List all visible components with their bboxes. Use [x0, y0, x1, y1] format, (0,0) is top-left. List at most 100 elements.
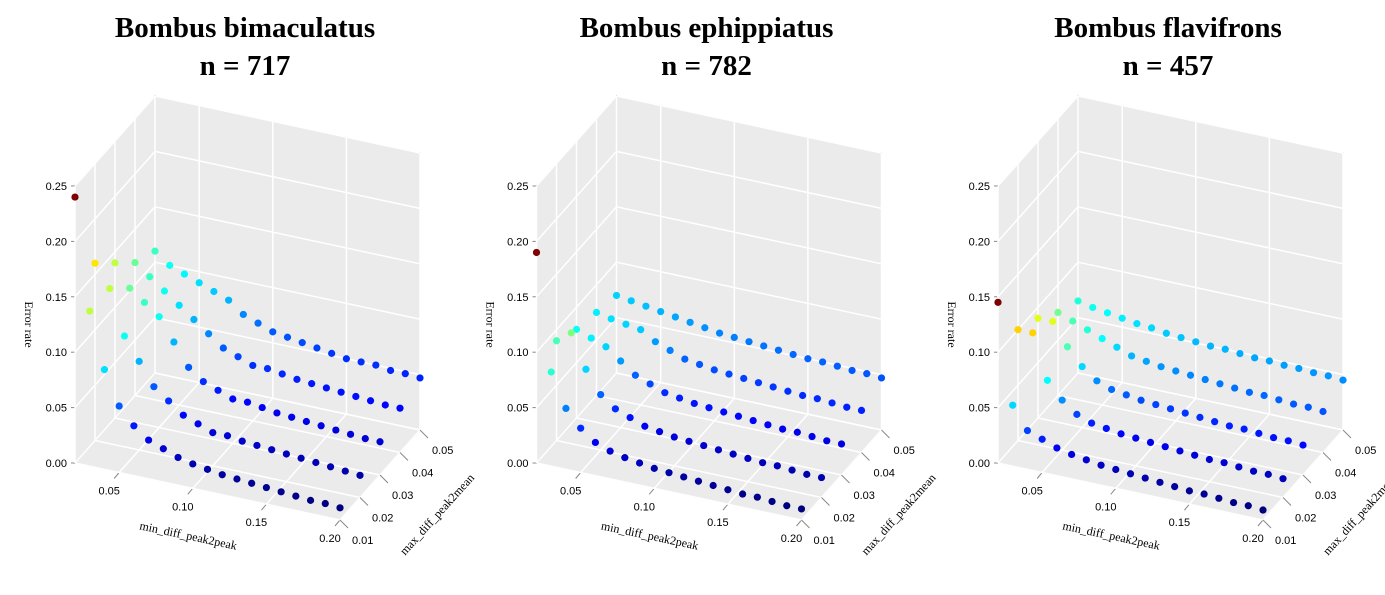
y-tick-label: 0.05	[432, 445, 453, 457]
data-point	[381, 401, 389, 409]
tick-mark	[1110, 488, 1117, 495]
x-tick-label: 0.20	[781, 533, 802, 545]
grid-line	[576, 417, 842, 476]
y-tick-label: 0.04	[412, 468, 433, 480]
data-point	[627, 297, 635, 305]
data-point	[233, 475, 241, 483]
data-point	[582, 365, 590, 373]
data-point	[547, 368, 555, 376]
data-point	[779, 425, 787, 433]
panel: Bombus ephippiatus n = 782 0.00 0.05 0.10 0.1…	[484, 12, 939, 558]
data-point	[180, 270, 189, 278]
data-point	[681, 355, 689, 363]
data-point	[657, 307, 665, 316]
data-point	[1244, 502, 1252, 510]
data-point	[760, 342, 768, 350]
data-point	[572, 325, 581, 333]
data-point	[1162, 329, 1170, 337]
data-point	[179, 411, 187, 419]
data-point	[1152, 400, 1160, 409]
data-point	[218, 471, 226, 479]
data-point	[190, 315, 198, 324]
data-point	[346, 430, 355, 438]
grid-line	[536, 462, 802, 521]
y-tick-label: 0.02	[372, 513, 393, 525]
data-point	[1216, 380, 1224, 388]
tick-mark	[821, 497, 830, 506]
data-point	[819, 358, 827, 366]
z-tick-label: 0.10	[969, 347, 990, 359]
data-point	[115, 402, 123, 410]
y-tick-label: 0.03	[1315, 490, 1336, 502]
chart-title: Bombus flavifrons	[1054, 12, 1281, 44]
y-tick-label: 0.05	[1355, 445, 1376, 457]
data-point	[341, 467, 349, 475]
data-point	[622, 320, 630, 328]
data-point	[724, 486, 732, 494]
data-point	[166, 261, 174, 269]
data-point	[298, 339, 306, 347]
y-tick-label: 0.05	[894, 445, 915, 457]
data-point	[734, 412, 743, 420]
tick-mark	[1302, 474, 1312, 484]
data-point	[229, 395, 237, 403]
data-point	[174, 453, 182, 462]
data-point	[1206, 342, 1215, 350]
data-point	[1034, 314, 1042, 322]
data-point	[1014, 326, 1022, 334]
data-point	[1103, 309, 1112, 317]
data-point	[1156, 478, 1164, 486]
x-tick-label: 0.10	[172, 501, 193, 513]
back-wall	[1077, 95, 1344, 431]
data-point	[715, 329, 724, 337]
y-tick-label: 0.01	[352, 535, 373, 547]
data-point	[135, 357, 143, 365]
data-point	[774, 346, 783, 354]
data-point	[386, 366, 395, 375]
data-point	[1029, 329, 1037, 337]
data-point	[1122, 391, 1130, 399]
data-point	[1102, 424, 1110, 433]
tick-mark	[575, 472, 582, 479]
data-point	[612, 291, 621, 300]
data-point	[352, 392, 360, 401]
data-point	[106, 284, 114, 293]
data-point	[768, 497, 776, 506]
data-point	[1269, 434, 1278, 442]
data-point	[130, 422, 138, 430]
y-tick-label: 0.02	[834, 513, 855, 525]
data-point	[100, 366, 109, 374]
data-point	[690, 399, 698, 408]
data-point	[863, 370, 871, 378]
tick-mark	[334, 519, 341, 527]
data-point	[278, 370, 286, 378]
data-point	[1069, 317, 1077, 325]
data-point	[328, 349, 336, 357]
data-point	[376, 438, 384, 446]
data-point	[225, 296, 233, 304]
data-point	[764, 421, 772, 429]
data-point	[1148, 324, 1156, 332]
x-tick-label: 0.05	[560, 486, 581, 498]
data-point	[877, 374, 886, 382]
data-point	[253, 441, 261, 450]
grid-line	[114, 417, 381, 476]
data-point	[1186, 371, 1195, 379]
data-point	[1126, 470, 1135, 478]
data-point	[234, 353, 242, 361]
data-point	[1289, 400, 1298, 408]
data-point	[700, 441, 708, 450]
panel: Bombus bimaculatus n = 717 0.00 0.05 0.10 0.1…	[22, 12, 477, 558]
z-tick-label: 0.00	[507, 458, 528, 470]
data-point	[1089, 303, 1097, 312]
data-point	[372, 361, 380, 369]
data-point	[833, 362, 841, 370]
z-tick-label: 0.20	[507, 236, 528, 248]
data-point	[175, 301, 183, 309]
z-tick-label: 0.00	[969, 458, 990, 470]
data-point	[258, 403, 266, 412]
tick-mark	[881, 429, 890, 439]
data-point	[71, 193, 79, 201]
data-point	[165, 397, 173, 405]
y-tick-label: 0.03	[854, 490, 875, 502]
